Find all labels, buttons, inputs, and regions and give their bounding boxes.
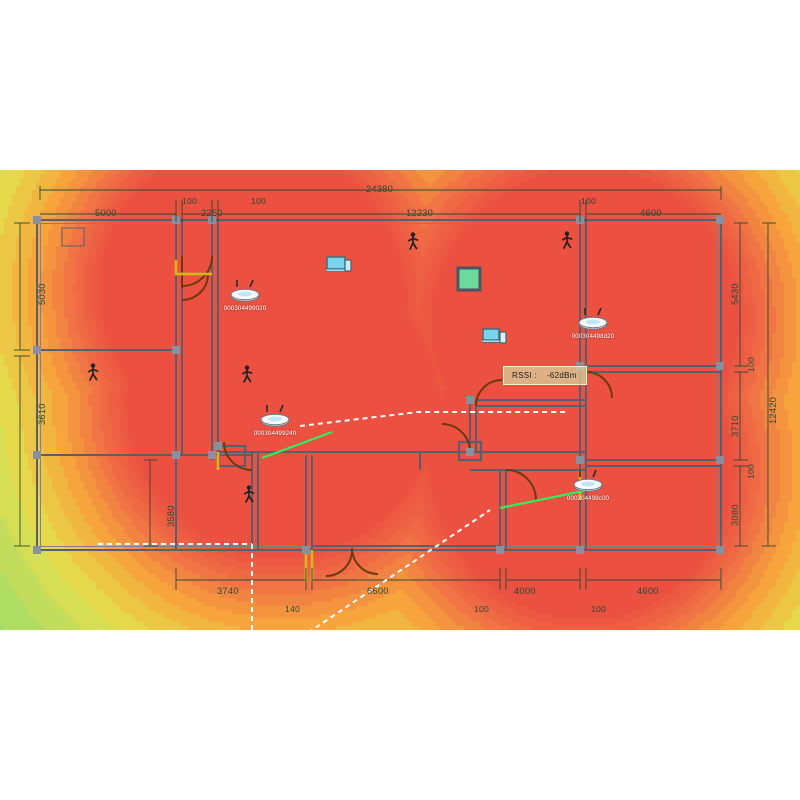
person-marker[interactable] (86, 363, 100, 381)
router-icon (573, 469, 603, 492)
router-icon (230, 279, 260, 302)
dimension-label: 5430 (729, 283, 740, 305)
dimension-top-overall: 24380 (366, 183, 394, 194)
rssi-tooltip[interactable]: RSSI : -62dBm (503, 366, 587, 385)
router-icon (578, 307, 608, 330)
client-device[interactable] (325, 255, 356, 280)
access-point-label: 000304498d20 (571, 333, 615, 340)
rssi-heatmap-canvas[interactable] (0, 170, 800, 630)
access-point[interactable]: 000304499020 (223, 279, 267, 312)
walking-person-icon (561, 231, 573, 249)
access-point-label: 000304499240 (253, 430, 297, 437)
access-point-label: 000304498c00 (566, 495, 610, 502)
person-marker[interactable] (240, 365, 254, 383)
dimension-label: 100 (746, 357, 756, 372)
walking-person-icon (243, 485, 255, 503)
dimension-label: 12230 (406, 207, 434, 218)
laptop-icon (325, 256, 352, 272)
rssi-tooltip-key: RSSI : (512, 371, 537, 380)
client-device[interactable] (481, 327, 512, 352)
person-marker[interactable] (242, 485, 256, 503)
person-marker[interactable] (560, 231, 574, 249)
dimension-label: 140 (285, 604, 300, 614)
walking-person-icon (87, 363, 99, 381)
floor-plan-layer (14, 186, 776, 669)
dimension-label: 5030 (36, 283, 47, 305)
dimension-label: 12420 (767, 396, 778, 424)
walk-paths (98, 411, 568, 669)
walls (35, 218, 723, 552)
walking-person-icon (241, 365, 253, 383)
dimension-label: 100 (182, 196, 197, 206)
dimension-label: 3580 (165, 505, 176, 527)
access-point[interactable]: 000304499240 (253, 404, 297, 437)
dimension-label: 100 (474, 604, 489, 614)
dimension-label: 100 (746, 464, 756, 479)
dimension-lines (14, 186, 776, 590)
dimension-label: 4000 (514, 585, 536, 596)
dimension-label: 2250 (201, 207, 223, 218)
wall-nodes (33, 216, 724, 554)
dimension-label: 100 (251, 196, 266, 206)
access-point-label: 000304499020 (223, 305, 267, 312)
walking-person-icon (407, 232, 419, 250)
dimension-label: 3080 (729, 504, 740, 526)
access-point[interactable]: 000304498c00 (566, 469, 610, 502)
dimension-label: 100 (581, 196, 596, 206)
rssi-tooltip-value: -62dBm (546, 371, 577, 380)
column-object (456, 266, 482, 292)
dimension-label: 3740 (217, 585, 239, 596)
heatmap-layer (0, 170, 800, 630)
dimension-label: 3610 (36, 403, 47, 425)
dimension-label: 6600 (367, 585, 389, 596)
dimension-label: 5000 (95, 207, 117, 218)
access-point[interactable]: 000304498d20 (571, 307, 615, 340)
laptop-phone-icon (481, 328, 507, 344)
person-marker[interactable] (406, 232, 420, 250)
dimension-label: 4600 (637, 585, 659, 596)
dimension-label: 100 (591, 604, 606, 614)
doors (176, 255, 613, 577)
association-links (261, 430, 599, 510)
dimension-label: 4600 (640, 207, 662, 218)
router-icon (260, 404, 290, 427)
dimension-label: 3710 (729, 415, 740, 437)
